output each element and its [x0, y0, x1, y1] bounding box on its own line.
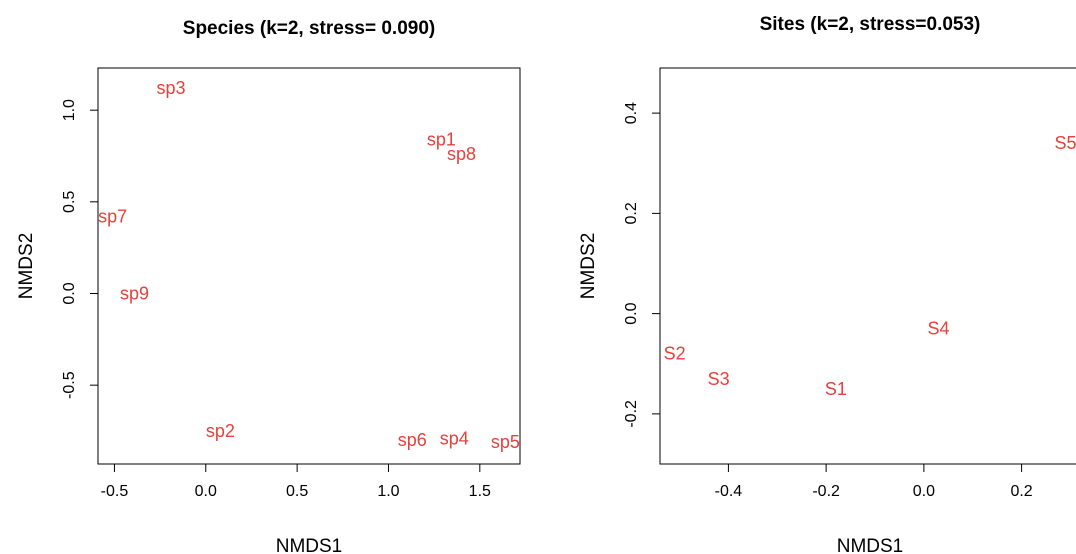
sites-y-axis-label: NMDS2 [578, 233, 599, 300]
species-y-tick-label: 0.0 [61, 282, 78, 304]
sites-y-ticks: -0.2 0.0 0.2 0.4 [623, 102, 660, 428]
sites-x-tick-label: -0.4 [715, 483, 743, 500]
species-y-axis-label: NMDS2 [16, 233, 37, 300]
species-y-tick-label: 0.5 [61, 191, 78, 213]
species-x-axis-label: NMDS1 [276, 536, 343, 554]
species-x-tick-label: -0.5 [101, 483, 129, 500]
sites-x-axis-label: NMDS1 [837, 536, 904, 554]
species-panel: Species (k=2, stress= 0.090) NMDS1 NMDS2… [16, 18, 521, 554]
species-point-sp9: sp9 [120, 284, 149, 304]
species-point-sp4: sp4 [440, 428, 469, 448]
species-x-tick-label: 1.5 [469, 483, 491, 500]
sites-panel: Sites (k=2, stress=0.053) NMDS1 NMDS2 -0… [578, 14, 1076, 554]
species-x-tick-label: 0.0 [195, 483, 217, 500]
sites-x-tick-label: -0.2 [812, 483, 840, 500]
sites-point-s2: S2 [664, 344, 686, 364]
species-y-tick-label: -0.5 [61, 371, 78, 399]
species-point-sp5: sp5 [491, 432, 520, 452]
species-x-tick-label: 0.5 [286, 483, 308, 500]
species-x-ticks: -0.5 0.0 0.5 1.0 1.5 [101, 464, 491, 500]
species-chart-title: Species (k=2, stress= 0.090) [183, 18, 435, 39]
sites-point-s5: S5 [1055, 133, 1076, 153]
sites-chart-title: Sites (k=2, stress=0.053) [760, 14, 981, 35]
sites-x-ticks: -0.4 -0.2 0.0 0.2 [715, 464, 1033, 500]
species-x-tick-label: 1.0 [377, 483, 399, 500]
sites-point-s3: S3 [708, 369, 730, 389]
species-point-sp2: sp2 [206, 421, 235, 441]
species-plot-frame [97, 67, 521, 465]
species-point-sp8: sp8 [447, 144, 476, 164]
species-y-tick-label: 1.0 [61, 99, 78, 121]
species-point-sp1: sp1 [427, 130, 456, 150]
sites-y-tick-label: 0.2 [623, 202, 640, 224]
sites-x-tick-label: 0.0 [913, 483, 935, 500]
sites-point-s1: S1 [825, 379, 847, 399]
sites-y-tick-label: 0.4 [623, 102, 640, 124]
species-y-ticks: -0.5 0.0 0.5 1.0 [61, 99, 98, 399]
sites-plot-frame [659, 67, 1076, 465]
sites-points: S5 S4 S2 S3 S1 [664, 133, 1076, 399]
sites-point-s4: S4 [928, 319, 950, 339]
sites-y-tick-label: -0.2 [623, 400, 640, 428]
sites-x-tick-label: 0.2 [1010, 483, 1032, 500]
species-point-sp6: sp6 [398, 430, 427, 450]
species-point-sp3: sp3 [157, 78, 186, 98]
species-point-sp7: sp7 [98, 207, 127, 227]
sites-y-tick-label: 0.0 [623, 302, 640, 324]
